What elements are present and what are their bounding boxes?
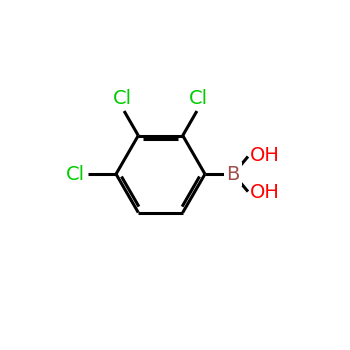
Text: OH: OH xyxy=(250,146,280,164)
Text: OH: OH xyxy=(250,183,280,202)
Text: Cl: Cl xyxy=(113,89,132,108)
Text: Cl: Cl xyxy=(65,164,84,183)
Text: B: B xyxy=(226,164,240,183)
Text: Cl: Cl xyxy=(189,89,208,108)
